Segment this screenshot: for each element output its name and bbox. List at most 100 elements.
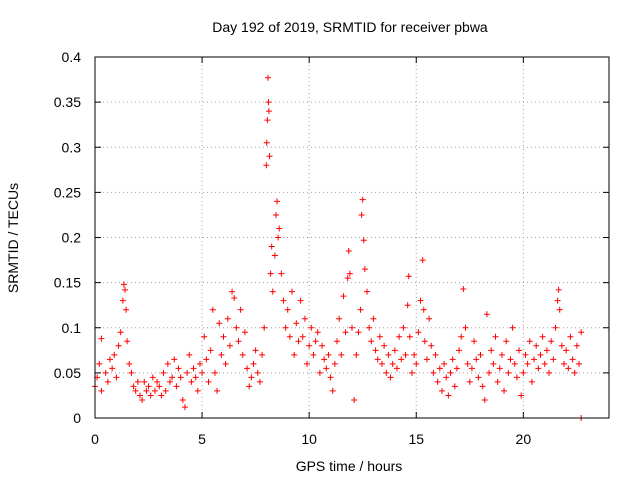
- data-point: [436, 365, 443, 372]
- data-point: [548, 338, 555, 345]
- x-tick-label: 0: [91, 431, 99, 447]
- data-point: [477, 351, 484, 358]
- data-point: [535, 365, 542, 372]
- data-point: [268, 243, 275, 250]
- data-point: [282, 324, 289, 331]
- data-point: [134, 378, 141, 385]
- data-point: [539, 333, 546, 340]
- data-point: [340, 293, 347, 300]
- data-point: [462, 324, 469, 331]
- y-tick-label: 0.1: [62, 320, 82, 336]
- data-point: [141, 378, 148, 385]
- data-point: [550, 356, 557, 363]
- data-point: [233, 324, 240, 331]
- data-point: [175, 365, 182, 372]
- data-point: [136, 392, 143, 399]
- data-point: [188, 378, 195, 385]
- data-point: [184, 369, 191, 376]
- data-point: [573, 342, 580, 349]
- data-point: [402, 351, 409, 358]
- data-point: [209, 306, 216, 313]
- data-point: [430, 369, 437, 376]
- data-point: [503, 338, 510, 345]
- data-point: [256, 378, 263, 385]
- data-point: [520, 369, 527, 376]
- data-point: [252, 347, 259, 354]
- data-point: [265, 99, 272, 106]
- data-point: [360, 237, 367, 244]
- data-point: [96, 360, 103, 367]
- data-point: [526, 338, 533, 345]
- data-point: [372, 347, 379, 354]
- data-point: [301, 315, 308, 322]
- data-point: [179, 396, 186, 403]
- data-point: [104, 378, 111, 385]
- data-point: [346, 270, 353, 277]
- data-point: [494, 378, 501, 385]
- x-axis-label: GPS time / hours: [296, 458, 403, 474]
- data-point: [374, 356, 381, 363]
- data-point: [239, 351, 246, 358]
- data-point: [130, 383, 137, 390]
- data-point: [139, 396, 146, 403]
- data-point: [426, 315, 433, 322]
- data-points: [92, 74, 585, 421]
- data-point: [201, 333, 208, 340]
- data-point: [349, 324, 355, 331]
- data-point: [117, 329, 124, 336]
- data-point: [565, 365, 572, 372]
- data-point: [261, 324, 268, 331]
- y-axis-label: SRMTID / TECUs: [5, 183, 21, 293]
- data-point: [509, 324, 516, 331]
- data-point: [306, 342, 313, 349]
- data-point: [224, 315, 231, 322]
- data-point: [156, 383, 163, 390]
- data-point: [413, 360, 420, 367]
- x-tick-label: 10: [301, 431, 317, 447]
- data-point: [214, 387, 221, 394]
- data-point: [171, 356, 178, 363]
- data-point: [552, 324, 559, 331]
- data-point: [194, 387, 201, 394]
- data-point: [556, 306, 563, 313]
- data-point: [286, 333, 293, 340]
- data-point: [368, 338, 375, 345]
- data-point: [173, 383, 180, 390]
- data-point: [396, 333, 403, 340]
- data-point: [458, 333, 465, 340]
- data-point: [278, 270, 285, 277]
- data-point: [151, 387, 158, 394]
- data-point: [531, 356, 538, 363]
- data-point: [143, 387, 150, 394]
- data-point: [250, 360, 257, 367]
- data-point: [428, 342, 435, 349]
- data-point: [541, 360, 548, 367]
- data-point: [533, 342, 540, 349]
- data-point: [338, 351, 345, 358]
- data-point: [149, 374, 156, 381]
- data-point: [218, 351, 225, 358]
- data-point: [576, 360, 583, 367]
- data-point: [432, 351, 439, 358]
- y-tick-label: 0.4: [62, 49, 82, 65]
- data-point: [344, 275, 351, 282]
- data-point: [154, 378, 161, 385]
- data-point: [345, 248, 352, 255]
- data-point: [329, 387, 336, 394]
- data-point: [119, 297, 126, 304]
- data-point: [404, 302, 411, 309]
- data-point: [120, 281, 127, 288]
- data-point: [331, 360, 338, 367]
- data-point: [334, 338, 341, 345]
- data-point: [310, 351, 317, 358]
- data-point: [145, 383, 152, 390]
- data-point: [505, 369, 512, 376]
- data-point: [186, 351, 193, 358]
- data-point: [126, 360, 133, 367]
- data-point: [438, 387, 445, 394]
- data-point: [443, 374, 450, 381]
- data-point: [336, 315, 343, 322]
- data-point: [266, 153, 273, 160]
- chart-title: Day 192 of 2019, SRMTID for receiver pbw…: [212, 19, 488, 35]
